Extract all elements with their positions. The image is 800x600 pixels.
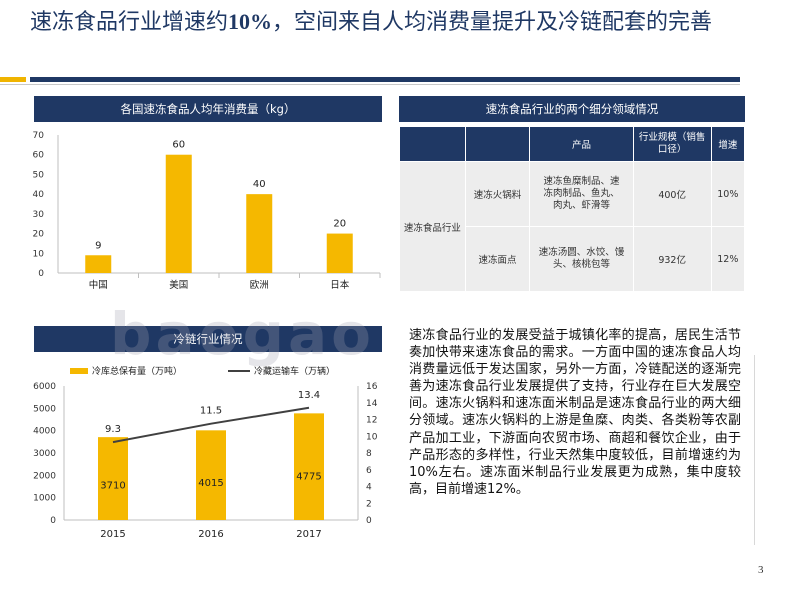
y-tick-label: 50 [33,170,45,180]
y-right-tick-label: 2 [366,499,372,509]
y-left-tick-label: 6000 [33,382,56,392]
legend-swatch-bar [70,368,88,374]
y-left-tick-label: 4000 [33,427,56,437]
bar [165,154,192,273]
y-right-tick-label: 8 [366,449,372,459]
x-tick-label: 2016 [198,529,223,540]
y-tick-label: 70 [33,131,45,141]
bar-data-label: 4775 [296,471,321,482]
page-title: 速冻食品行业增速约10%，空间来自人均消费量提升及冷链配套的完善 [30,9,713,35]
bar [85,255,112,273]
data-label: 20 [333,219,346,230]
x-tick-label: 2017 [296,529,321,540]
data-label: 40 [253,179,266,190]
segment-products-cell: 速冻汤圆、水饺、馒头、核桃包等 [529,226,634,292]
y-right-tick-label: 14 [366,399,378,409]
bar [246,194,273,273]
bar [294,413,324,520]
segment-growth-cell: 12% [710,226,746,292]
legend-label-line: 冷藏运输车（万辆） [254,365,335,377]
y-tick-label: 30 [33,210,45,220]
line-data-label: 13.4 [298,390,320,401]
y-right-tick-label: 6 [366,466,372,476]
line-series [112,406,310,444]
per-capita-chart-header: 各国速冻食品人均年消费量（kg） [34,96,382,122]
y-tick-label: 10 [33,249,45,259]
col-product-header: 产品 [529,126,634,162]
cold-chain-combo-chart: 冷库总保有量（万吨） 冷藏运输车（万辆） 0 1000 2000 3000 4000 5000… [33,365,378,540]
segment-scale-cell: 932亿 [632,226,712,292]
col-scale-header: 行业规模（销售口径） [632,126,712,162]
line-data-label: 11.5 [200,406,222,417]
bar [196,430,226,520]
y-left-tick-label: 2000 [33,471,56,481]
x-tick-label: 欧洲 [250,279,269,291]
y-left-tick-label: 5000 [33,404,56,414]
legend-label-bar: 冷库总保有量（万吨） [92,365,182,377]
title-accent-yellow [0,77,26,82]
col-growth-header: 增速 [710,126,746,162]
segment-scale-cell: 400亿 [632,161,712,227]
x-tick-label: 日本 [330,279,350,291]
y-right-tick-label: 10 [366,432,378,442]
bar [326,233,353,273]
segment-name-cell: 速冻火锅料 [464,161,531,227]
x-tick-label: 2015 [100,529,125,540]
data-label: 9 [95,240,101,251]
x-tick-label: 中国 [89,279,108,291]
bar-data-label: 4015 [198,478,223,489]
title-divider [0,84,740,85]
table-header-cell [399,126,466,162]
x-tick-label: 美国 [169,279,188,291]
y-tick-label: 60 [33,151,45,161]
y-left-tick-label: 0 [50,516,56,526]
segment-products-cell: 速冻鱼糜制品、速冻肉制品、鱼丸、肉丸、虾滑等 [529,161,634,227]
y-left-tick-label: 1000 [33,494,56,504]
y-right-tick-label: 0 [366,516,372,526]
y-right-tick-label: 12 [366,416,377,426]
bar [98,437,128,520]
page-number: 3 [758,564,764,576]
line-data-label: 9.3 [105,424,121,435]
per-capita-bar-chart: 0 10 20 30 40 50 60 70 9 中国 60 美国 40 欧洲 20 日本 [33,131,381,291]
cold-chain-chart-header: 冷链行业情况 [34,326,382,352]
y-right-tick-label: 16 [366,382,378,392]
segments-header: 速冻食品行业的两个细分领域情况 [399,96,745,122]
table-header-cell [464,126,531,162]
segment-growth-cell: 10% [710,161,746,227]
y-tick-label: 20 [33,230,45,240]
y-tick-label: 0 [38,269,44,279]
side-divider [754,355,755,545]
body-paragraph: 速冻食品行业的发展受益于城镇化率的提高，居民生活节奏加快带来速冻食品的需求。一方… [409,328,741,497]
industry-cell: 速冻食品行业 [399,161,466,292]
segments-table: 产品 行业规模（销售口径） 增速 速冻食品行业 速冻火锅料 速冻鱼糜制品、速冻肉… [399,126,746,292]
segment-name-cell: 速冻面点 [464,226,531,292]
y-left-tick-label: 3000 [33,449,56,459]
y-right-tick-label: 4 [366,483,372,493]
y-tick-label: 40 [33,190,45,200]
title-underline [30,77,740,82]
data-label: 60 [172,140,185,151]
bar-data-label: 3710 [100,481,125,492]
